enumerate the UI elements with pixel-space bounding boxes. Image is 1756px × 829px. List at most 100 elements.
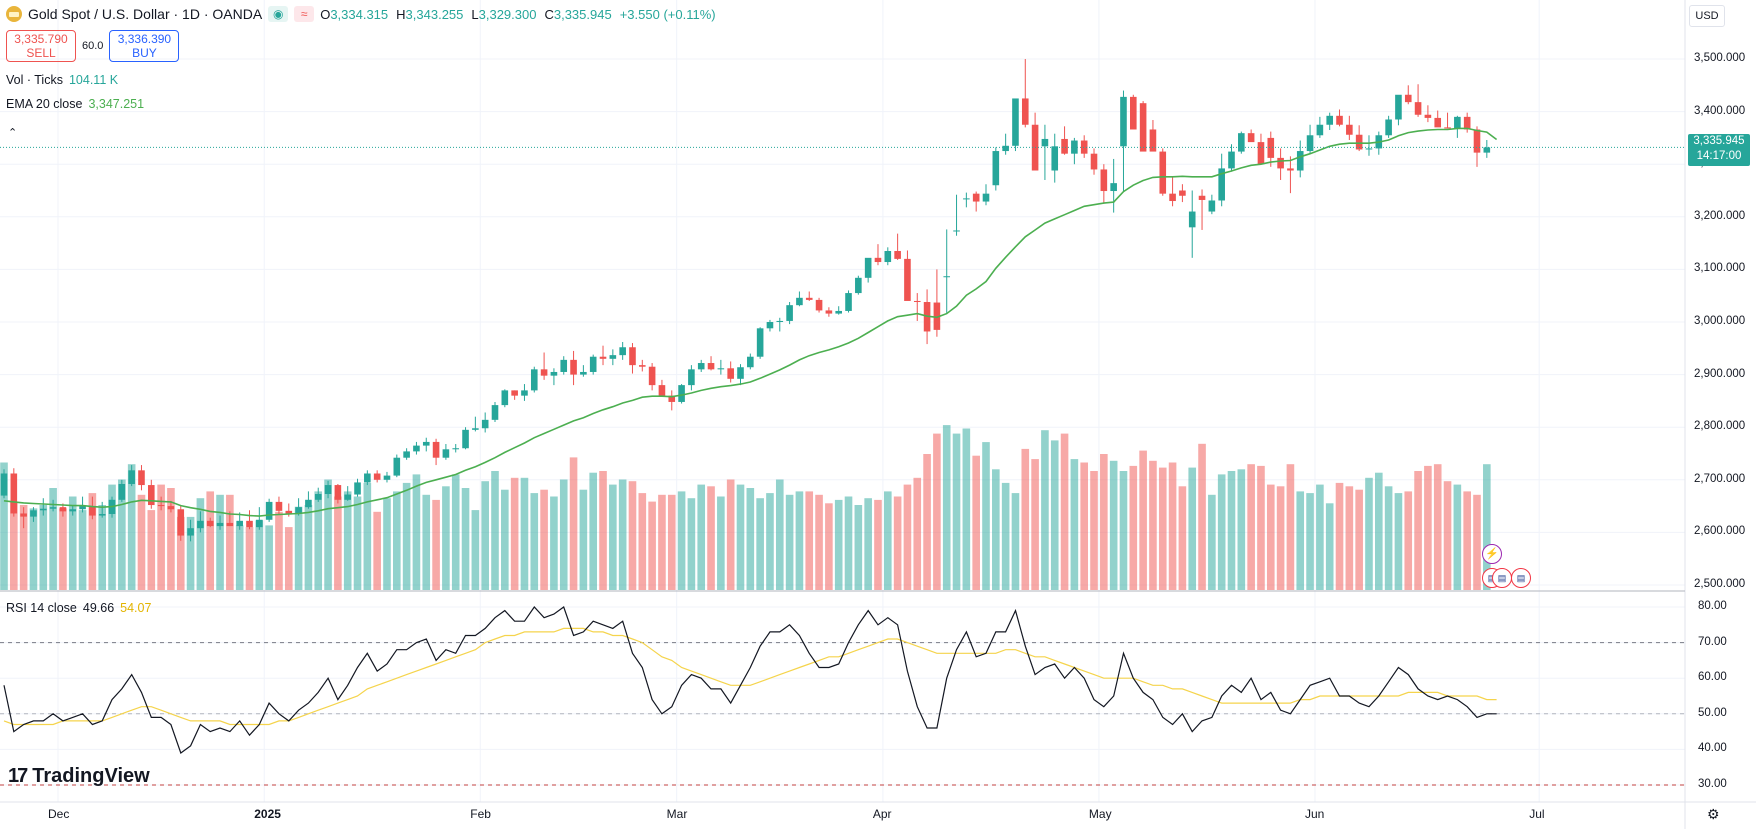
candle — [943, 229, 951, 315]
candle — [1139, 101, 1147, 152]
volume-bar — [265, 525, 273, 590]
candle-body — [422, 441, 430, 446]
volume-bar — [667, 494, 676, 590]
volume-bar — [1100, 454, 1108, 590]
price-axis-label: 3,100.000 — [1694, 262, 1746, 275]
volume-bar — [275, 511, 283, 590]
us-flag-event-icon[interactable]: ▤ — [1492, 568, 1512, 588]
volume-bar — [658, 494, 666, 590]
volume-bar — [952, 433, 961, 590]
volume-bar — [1188, 467, 1197, 590]
price-axis-label: 3,200.000 — [1694, 209, 1746, 222]
candle — [472, 416, 479, 432]
volume-bar — [1001, 482, 1010, 590]
tradingview-wordmark: TradingView — [32, 765, 150, 787]
visibility-icon[interactable]: ◉ — [268, 6, 289, 22]
candle-body — [314, 494, 322, 500]
candle — [1326, 112, 1333, 131]
volume-bar — [235, 525, 244, 590]
symbol-title[interactable]: Gold Spot / U.S. Dollar · 1D · OANDA — [28, 6, 263, 22]
candle-body — [1395, 94, 1402, 120]
candle — [805, 291, 813, 301]
candle — [1463, 112, 1471, 133]
candle — [1287, 156, 1294, 194]
rsi-axis-label: 80.00 — [1698, 600, 1727, 612]
volume-bar — [1296, 491, 1305, 590]
candle — [815, 297, 823, 313]
volume-bar — [10, 501, 18, 590]
volume-bar — [992, 469, 1000, 590]
candle-body — [550, 371, 558, 376]
candle-body — [481, 419, 489, 429]
us-flag-event-icon[interactable]: ▤ — [1511, 568, 1531, 588]
compare-icon[interactable]: ≈ — [294, 6, 315, 22]
volume-bar — [687, 498, 696, 590]
volume-bar — [471, 510, 480, 590]
volume-bar — [206, 491, 215, 590]
candle — [963, 192, 970, 208]
candle-body — [128, 470, 135, 485]
time-axis-label: 2025 — [254, 807, 281, 821]
lightning-event-icon[interactable]: ⚡ — [1482, 544, 1502, 564]
volume-bar — [550, 496, 558, 590]
candle-body — [373, 473, 381, 480]
candle — [1316, 116, 1324, 138]
collapse-legend-icon[interactable]: ⌃ — [8, 127, 18, 139]
candle-body — [933, 302, 941, 330]
candle-body — [393, 457, 401, 476]
candle — [98, 501, 106, 518]
candle-body — [963, 198, 970, 200]
candle — [1346, 115, 1353, 141]
candle — [501, 389, 509, 408]
volume-bar — [422, 494, 431, 590]
candle — [462, 427, 469, 450]
currency-selector[interactable]: USD — [1689, 5, 1725, 27]
candle-body — [256, 519, 263, 528]
sell-button[interactable]: 3,335.790 SELL — [6, 30, 76, 62]
volume-bar — [697, 484, 706, 590]
candle-body — [491, 405, 499, 420]
candle-body — [540, 369, 548, 376]
candle — [776, 317, 784, 332]
settings-gear-icon[interactable]: ⚙ — [1707, 806, 1720, 822]
volume-bar — [343, 491, 352, 590]
rsi-legend[interactable]: RSI 14 close 49.66 54.07 — [6, 601, 151, 615]
candle-body — [30, 510, 37, 517]
volume-bar — [599, 471, 607, 590]
candle-body — [1473, 129, 1481, 153]
time-axis-label: Dec — [48, 807, 70, 821]
volume-bar — [334, 496, 342, 590]
volume-bar — [1365, 477, 1373, 590]
tradingview-logo[interactable]: 17 TradingView — [8, 765, 150, 788]
candle-body — [982, 193, 990, 202]
candle-body — [1021, 98, 1029, 125]
volume-bar — [1168, 462, 1177, 590]
ema-legend[interactable]: EMA 20 close 3,347.251 — [6, 97, 144, 111]
candle — [1473, 126, 1481, 167]
volume-bar — [402, 482, 411, 590]
candle-body — [167, 506, 175, 510]
volume-bar — [1453, 484, 1462, 590]
volume-bar — [1109, 460, 1118, 590]
candle — [187, 519, 194, 542]
candle — [1238, 131, 1245, 154]
rsi-ma-value: 54.07 — [120, 601, 152, 615]
candle — [619, 341, 626, 360]
candle-body — [1012, 98, 1019, 146]
candle — [1247, 129, 1255, 143]
volume-bar — [167, 488, 175, 590]
candle-body — [737, 367, 744, 379]
volume-bar — [825, 503, 833, 590]
candle — [393, 454, 401, 478]
candle — [639, 359, 646, 372]
volume-bar — [1021, 448, 1030, 590]
candle-body — [1247, 133, 1255, 143]
buy-button[interactable]: 3,336.390 BUY — [109, 30, 180, 62]
candle — [177, 505, 185, 541]
candle-body — [10, 473, 18, 514]
candle-body — [855, 277, 862, 294]
candle — [1149, 120, 1157, 152]
ohlc-values: O3,334.315 H3,343.255 L3,329.300 C3,335.… — [320, 6, 716, 22]
volume-legend[interactable]: Vol · Ticks 104.11 K — [6, 73, 118, 87]
